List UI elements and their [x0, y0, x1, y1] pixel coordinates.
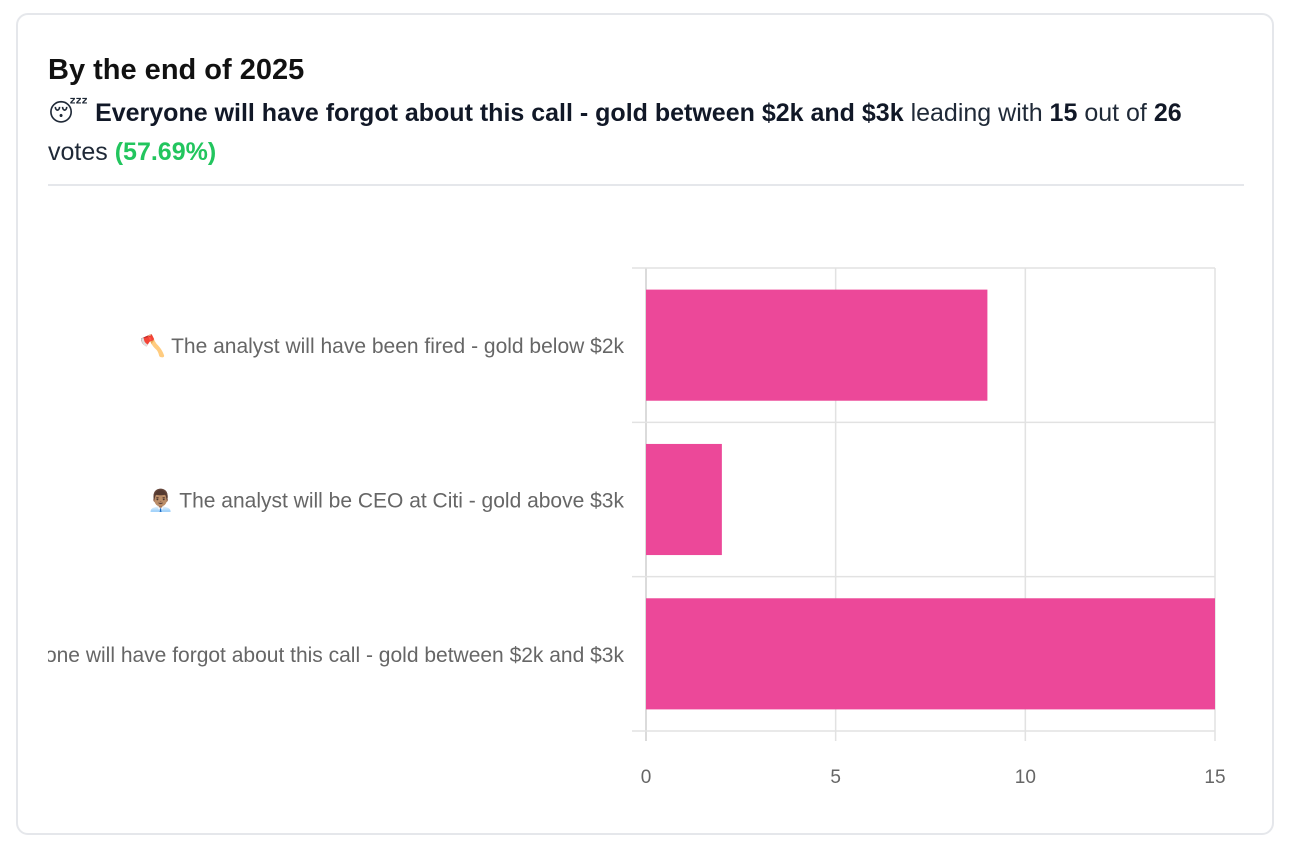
header-divider [48, 184, 1244, 186]
out-text: out [1084, 99, 1120, 127]
of-text: of [1126, 99, 1147, 127]
poll-summary: 😴 Everyone will have forgot about this c… [48, 93, 1248, 172]
bar-2 [646, 443, 722, 556]
category-label: 👨🏽‍💼 The analyst will be CEO at Citi - g… [148, 488, 625, 513]
leader-percentage: (57.69%) [114, 138, 217, 166]
votes-text: votes [48, 138, 108, 166]
leader-vote-count: 15 [1049, 99, 1078, 127]
bar-3 [646, 598, 1215, 710]
sleeping-face-icon: 😴 [48, 98, 89, 127]
category-label: 😴 Everyone will have forgot about this c… [0, 642, 624, 667]
x-tick-label: 0 [641, 767, 652, 788]
x-tick-label: 5 [830, 767, 841, 788]
leading-with-text: leading with [910, 99, 1043, 127]
x-tick-label: 10 [1015, 767, 1036, 788]
category-label: 🪓 The analyst will have been fired - gol… [139, 333, 624, 359]
chart-bars [646, 289, 1215, 710]
x-tick-label: 15 [1204, 767, 1225, 788]
poll-title: By the end of 2025 [48, 54, 305, 86]
total-vote-count: 26 [1153, 99, 1182, 127]
bar-1 [646, 289, 988, 401]
x-axis-ticks: 0 5 10 15 [641, 767, 1226, 788]
category-labels: 🪓 The analyst will have been fired - gol… [0, 333, 625, 667]
leading-option: Everyone will have forgot about this cal… [95, 99, 904, 127]
